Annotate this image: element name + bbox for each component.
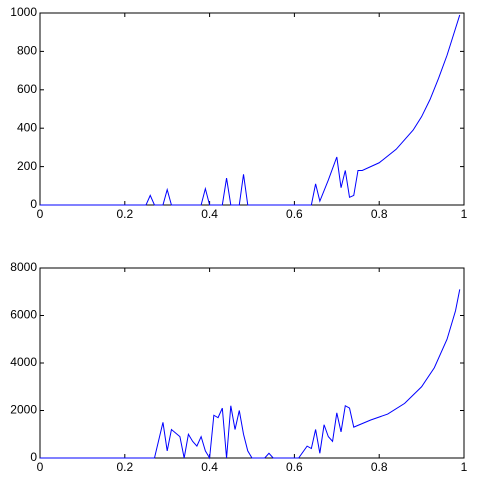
data-line — [40, 14, 461, 206]
x-tick-label: 1 — [461, 460, 468, 474]
x-tick-label: 0.6 — [286, 460, 303, 474]
y-tick-label: 0 — [30, 450, 37, 464]
x-tick-label: 0.4 — [201, 460, 218, 474]
y-tick-label: 600 — [17, 82, 37, 96]
x-tick-label: 0.2 — [116, 460, 133, 474]
x-tick-label: 0.6 — [286, 207, 303, 221]
x-tick-label: 0.4 — [201, 207, 218, 221]
x-tick-label: 0.8 — [371, 207, 388, 221]
axes-frame — [39, 267, 465, 459]
y-tick-label: 200 — [17, 159, 37, 173]
y-tick-label: 400 — [17, 120, 37, 134]
x-tick-label: 0.8 — [371, 460, 388, 474]
x-tick-label: 1 — [461, 207, 468, 221]
x-tick-label: 0 — [37, 460, 44, 474]
y-tick-label: 6000 — [10, 308, 37, 322]
y-tick-label: 1000 — [10, 5, 37, 19]
y-tick-label: 4000 — [10, 355, 37, 369]
axes-frame — [39, 12, 465, 206]
y-tick-label: 800 — [17, 44, 37, 58]
y-tick-label: 0 — [30, 197, 37, 211]
x-tick-label: 0 — [37, 207, 44, 221]
y-tick-label: 8000 — [10, 260, 37, 274]
y-tick-label: 2000 — [10, 403, 37, 417]
x-tick-label: 0.2 — [116, 207, 133, 221]
data-line — [40, 289, 461, 460]
